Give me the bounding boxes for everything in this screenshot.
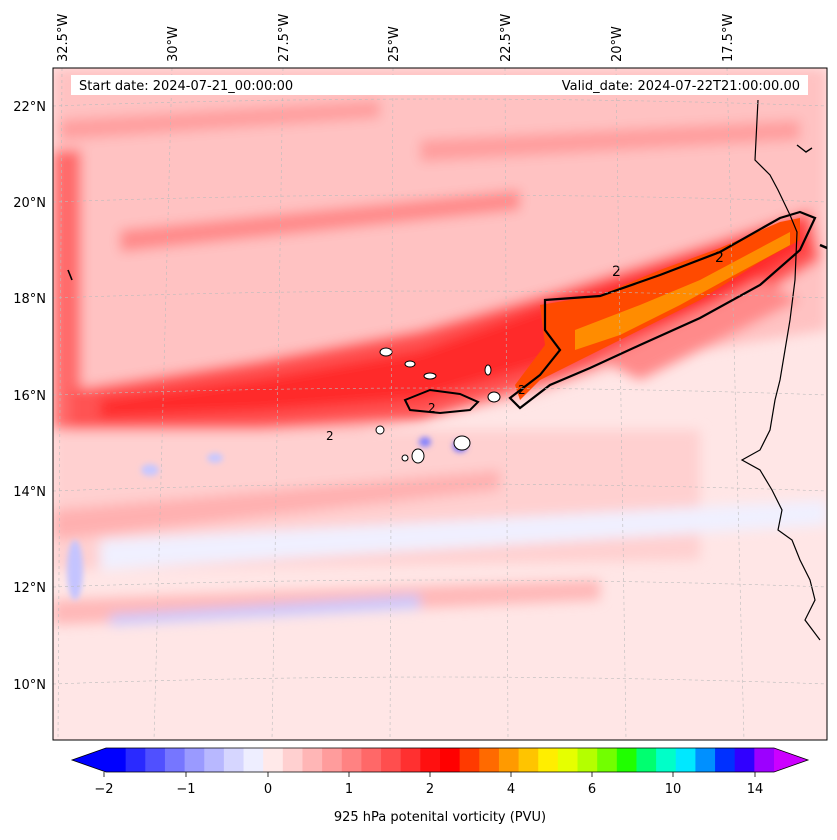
colorbar-cell [577, 748, 598, 772]
contour-label-5: 2 [518, 383, 526, 397]
lon-label: 30°W [166, 26, 181, 62]
start-date-label: Start date: 2024-07-21_00:00:00 [79, 79, 293, 94]
colorbar-tick-label: 6 [588, 782, 596, 797]
colorbar-cell [302, 748, 323, 772]
coast-detail-1 [796, 144, 813, 153]
graticule [53, 68, 827, 740]
colorbar-cell [125, 748, 146, 772]
lat-label: 12°N [13, 581, 46, 596]
west-contour-fragment [67, 269, 73, 281]
colorbar-cell [518, 748, 539, 772]
colorbar-cell [106, 748, 127, 772]
colorbar-cell [734, 748, 755, 772]
lon-label: 27.5°W [277, 14, 292, 62]
orange-pv-max [575, 232, 790, 350]
coast-detail-2 [819, 243, 827, 250]
colorbar-tick-label: 4 [507, 782, 515, 797]
longitude-labels: 32.5°W 30°W 27.5°W 25°W 22.5°W 20°W 17.5… [56, 14, 736, 62]
lon-label: 17.5°W [721, 14, 736, 62]
colorbar-cell [715, 748, 736, 772]
contour-label-3: 2 [715, 250, 724, 266]
latitude-labels: 22°N 20°N 18°N 16°N 14°N 12°N 10°N [13, 100, 46, 693]
lon-label: 32.5°W [56, 14, 71, 62]
colorbar-tick-marks [103, 772, 756, 777]
colorbar-tick-label: −1 [176, 782, 195, 797]
colorbar-cell [616, 748, 637, 772]
valid-date-label: Valid_date: 2024-07-22T21:00:00.00 [562, 79, 800, 94]
colorbar-cell [597, 748, 618, 772]
colorbar-cell [322, 748, 343, 772]
colorbar-cell [695, 748, 716, 772]
african-coastline [740, 99, 821, 641]
blue-spot-2 [207, 453, 223, 463]
colorbar-extend-min [72, 748, 106, 772]
north-streak-2 [420, 120, 800, 162]
north-streak-1 [60, 100, 380, 140]
cape-verde-islands [375, 347, 501, 464]
colorbar-cell [754, 748, 775, 772]
colorbar-cell [204, 748, 225, 772]
pale-blue-band [100, 500, 827, 570]
lat-label: 22°N [13, 100, 46, 115]
colorbar-cell [675, 748, 696, 772]
lon-label: 25°W [387, 26, 402, 62]
blue-spot-1 [141, 464, 159, 476]
colorbar-cell [223, 748, 245, 772]
colorbar-cell [400, 748, 421, 772]
colorbar-tick-label: 1 [345, 782, 353, 797]
colorbar-cell [361, 748, 382, 772]
colorbar-cell [656, 748, 677, 772]
mid-red-lobe [600, 280, 800, 380]
map-frame [52, 67, 828, 741]
lat-label: 16°N [13, 389, 46, 404]
colorbar-cell [479, 748, 500, 772]
colorbar-cell [263, 748, 284, 772]
contour-label-4: 2 [326, 429, 334, 443]
north-streak-3 [120, 190, 520, 252]
pv-2-contour-main [508, 210, 817, 410]
colorbar-cell [440, 748, 461, 772]
lat-label: 14°N [13, 485, 46, 500]
colorbar-cell [636, 748, 657, 772]
colorbar-cell [282, 748, 303, 772]
blue-spot-west [67, 540, 83, 600]
main-red-band [70, 210, 820, 430]
colorbar-cell [145, 748, 166, 772]
contour-label-1: 2 [428, 401, 436, 415]
colorbar-tick-label: 2 [426, 782, 434, 797]
lat-label: 10°N [13, 678, 46, 693]
colorbar-title: 925 hPa potenital vorticity (PVU) [334, 810, 546, 825]
colorbar-tick-label: 10 [665, 782, 682, 797]
south-streak-1 [53, 470, 500, 540]
colorbar-cell [420, 748, 441, 772]
colorbar-extend-max [774, 748, 808, 772]
colorbar-outline [70, 747, 810, 773]
contour-label-2: 2 [612, 264, 621, 280]
colorbar-cell [164, 748, 186, 772]
colorbar-cell [243, 748, 264, 772]
lat-label: 20°N [13, 196, 46, 211]
colorbar-tick-label: 14 [747, 782, 764, 797]
lon-label: 20°W [610, 26, 625, 62]
pv-2-contour-west [403, 388, 480, 415]
colorbar-tick-label: −2 [94, 782, 113, 797]
colorbar: −2 −1 0 1 2 4 6 10 14 925 hPa potenital … [70, 747, 810, 825]
colorbar-cell [381, 748, 402, 772]
colorbar-cell [538, 748, 559, 772]
lon-label: 22.5°W [499, 14, 514, 62]
colorbar-tick-label: 0 [264, 782, 272, 797]
colorbar-cell [498, 748, 520, 772]
lat-label: 18°N [13, 292, 46, 307]
blue-spot-3 [419, 437, 431, 447]
colorbar-cell [459, 748, 480, 772]
pv-field: 2 2 2 2 2 [53, 68, 827, 740]
colorbar-cell [557, 748, 579, 772]
blue-streak-south [110, 595, 420, 625]
main-red-core [100, 222, 806, 418]
colorbar-cell [184, 748, 205, 772]
date-banner [71, 75, 808, 95]
colorbar-cell [341, 748, 362, 772]
